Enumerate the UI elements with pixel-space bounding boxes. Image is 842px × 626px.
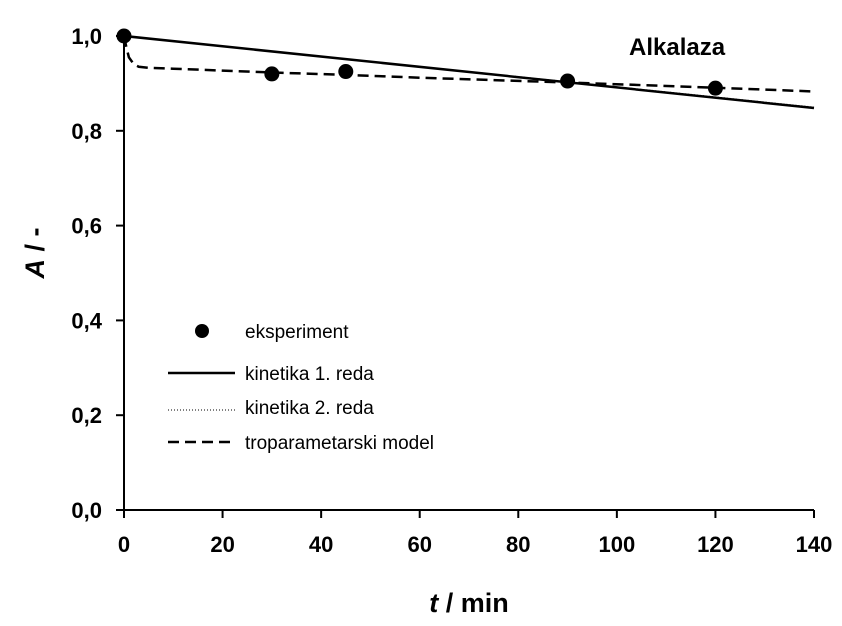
x-ticks: 0 20 40 60 80 100 120 140 bbox=[118, 510, 832, 557]
legend-label-eksperiment: eksperiment bbox=[245, 322, 349, 343]
x-tick-label: 100 bbox=[598, 532, 635, 557]
x-axis-title: t / min bbox=[429, 588, 509, 618]
legend-label-kinetika-1: kinetika 1. reda bbox=[245, 364, 374, 385]
data-point-eksperiment bbox=[116, 28, 132, 44]
legend-marker-eksperiment bbox=[195, 324, 209, 338]
data-point-eksperiment bbox=[560, 73, 576, 89]
series-layer bbox=[116, 28, 815, 110]
y-tick-label: 1,0 bbox=[71, 24, 102, 49]
legend-label-troparametarski: troparametarski model bbox=[245, 433, 434, 454]
legend: eksperiment kinetika 1. reda kinetika 2.… bbox=[168, 322, 434, 454]
y-axis-variable: A bbox=[20, 259, 50, 280]
y-tick-label: 0,6 bbox=[71, 214, 102, 239]
x-tick-label: 120 bbox=[697, 532, 734, 557]
plot-area bbox=[123, 36, 814, 511]
x-axis-unit: / min bbox=[438, 588, 509, 618]
series-line-kinetika-1 bbox=[123, 34, 815, 110]
series-line-troparametarski bbox=[122, 35, 815, 93]
chart-title: Alkalaza bbox=[629, 34, 726, 61]
x-tick-label: 0 bbox=[118, 532, 130, 557]
data-point-eksperiment bbox=[264, 66, 280, 82]
y-tick-label: 0,0 bbox=[71, 498, 102, 523]
legend-label-kinetika-2: kinetika 2. reda bbox=[245, 398, 374, 419]
data-point-eksperiment bbox=[707, 80, 723, 96]
y-tick-label: 0,4 bbox=[71, 308, 102, 333]
y-tick-label: 0,8 bbox=[71, 119, 102, 144]
x-tick-label: 60 bbox=[407, 532, 431, 557]
x-tick-label: 40 bbox=[309, 532, 333, 557]
y-tick-label: 0,2 bbox=[71, 403, 102, 428]
y-axis-title: A / - bbox=[20, 228, 50, 280]
x-tick-label: 140 bbox=[796, 532, 833, 557]
data-point-eksperiment bbox=[338, 64, 354, 80]
y-ticks: 0,0 0,2 0,4 0,6 0,8 1,0 bbox=[71, 24, 124, 523]
x-tick-label: 80 bbox=[506, 532, 530, 557]
y-axis-unit: / - bbox=[20, 228, 50, 260]
x-axis-variable: t bbox=[429, 588, 439, 618]
x-tick-label: 20 bbox=[210, 532, 234, 557]
